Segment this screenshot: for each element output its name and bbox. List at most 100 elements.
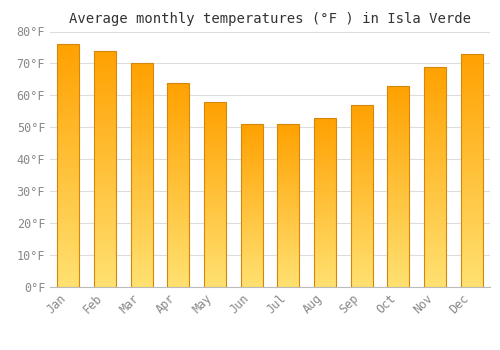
- Bar: [424, 116, 446, 119]
- Bar: [130, 253, 152, 256]
- Bar: [130, 284, 152, 287]
- Bar: [388, 131, 409, 134]
- Bar: [350, 198, 372, 201]
- Bar: [460, 191, 482, 194]
- Bar: [94, 272, 116, 275]
- Bar: [314, 152, 336, 154]
- Bar: [388, 229, 409, 232]
- Bar: [424, 271, 446, 273]
- Bar: [94, 275, 116, 278]
- Bar: [460, 118, 482, 121]
- Bar: [388, 106, 409, 108]
- Bar: [168, 128, 190, 131]
- Bar: [424, 257, 446, 259]
- Bar: [130, 214, 152, 217]
- Bar: [350, 155, 372, 157]
- Bar: [388, 88, 409, 91]
- Bar: [240, 212, 262, 214]
- Bar: [94, 207, 116, 210]
- Bar: [94, 195, 116, 198]
- Bar: [350, 230, 372, 232]
- Bar: [58, 275, 80, 278]
- Bar: [130, 159, 152, 161]
- Bar: [58, 145, 80, 147]
- Bar: [240, 171, 262, 173]
- Bar: [58, 229, 80, 232]
- Bar: [388, 224, 409, 227]
- Bar: [314, 247, 336, 249]
- Bar: [460, 284, 482, 287]
- Bar: [168, 180, 190, 182]
- Bar: [314, 283, 336, 285]
- Bar: [204, 238, 226, 241]
- Bar: [168, 136, 190, 139]
- Bar: [94, 193, 116, 195]
- Bar: [460, 83, 482, 86]
- Bar: [94, 113, 116, 116]
- Bar: [314, 133, 336, 135]
- Bar: [314, 222, 336, 224]
- Bar: [388, 206, 409, 209]
- Bar: [168, 213, 190, 216]
- Bar: [130, 86, 152, 89]
- Bar: [424, 182, 446, 185]
- Bar: [350, 134, 372, 137]
- Bar: [314, 154, 336, 156]
- Bar: [350, 164, 372, 166]
- Bar: [350, 182, 372, 184]
- Bar: [278, 279, 299, 281]
- Bar: [460, 103, 482, 106]
- Bar: [278, 214, 299, 216]
- Bar: [460, 86, 482, 89]
- Bar: [278, 281, 299, 283]
- Bar: [314, 261, 336, 264]
- Bar: [240, 234, 262, 236]
- Bar: [388, 214, 409, 217]
- Bar: [278, 236, 299, 238]
- Bar: [278, 205, 299, 208]
- Bar: [168, 131, 190, 134]
- Bar: [314, 145, 336, 147]
- Bar: [240, 250, 262, 252]
- Bar: [240, 242, 262, 244]
- Bar: [94, 119, 116, 121]
- Bar: [314, 249, 336, 251]
- Bar: [460, 249, 482, 252]
- Bar: [350, 275, 372, 278]
- Bar: [350, 119, 372, 121]
- Bar: [168, 228, 190, 231]
- Bar: [424, 284, 446, 287]
- Bar: [424, 147, 446, 149]
- Bar: [204, 139, 226, 141]
- Bar: [460, 246, 482, 249]
- Bar: [94, 234, 116, 237]
- Bar: [460, 281, 482, 284]
- Bar: [278, 124, 299, 126]
- Bar: [424, 265, 446, 268]
- Bar: [58, 232, 80, 236]
- Bar: [168, 152, 190, 154]
- Bar: [204, 132, 226, 134]
- Bar: [130, 117, 152, 119]
- Bar: [388, 171, 409, 174]
- Bar: [424, 191, 446, 193]
- Bar: [94, 160, 116, 163]
- Bar: [314, 232, 336, 234]
- Bar: [240, 197, 262, 199]
- Bar: [388, 179, 409, 181]
- Bar: [58, 105, 80, 108]
- Bar: [130, 153, 152, 156]
- Bar: [240, 169, 262, 171]
- Bar: [94, 175, 116, 178]
- Bar: [314, 259, 336, 261]
- Bar: [278, 269, 299, 271]
- Bar: [388, 209, 409, 211]
- Bar: [460, 80, 482, 83]
- Bar: [460, 138, 482, 141]
- Bar: [350, 121, 372, 123]
- Bar: [424, 122, 446, 125]
- Bar: [278, 285, 299, 287]
- Bar: [460, 133, 482, 135]
- Bar: [204, 199, 226, 201]
- Bar: [168, 223, 190, 226]
